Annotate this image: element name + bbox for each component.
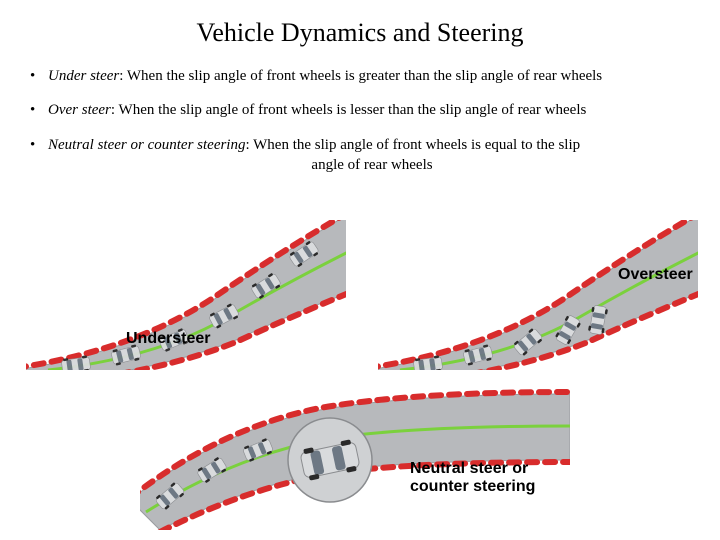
page-title: Vehicle Dynamics and Steering [24,18,696,48]
definitions-list: Under steer: When the slip angle of fron… [24,66,696,175]
bullet-oversteer: Over steer: When the slip angle of front… [30,100,696,120]
term-oversteer: Over steer [48,102,111,118]
diagram-area: Understeer [0,220,720,540]
diagram-oversteer: Oversteer [378,220,698,370]
neutral-svg [140,370,570,530]
bullet-understeer: Under steer: When the slip angle of fron… [30,66,696,86]
def-neutral-line1: : When the slip angle of front wheels is… [245,137,580,153]
diagram-understeer: Understeer [26,220,346,370]
slide: Vehicle Dynamics and Steering Under stee… [0,0,720,540]
caption-understeer: Understeer [126,330,210,348]
focus-circle [288,418,372,502]
diagram-neutral: Neutral steer or counter steering [140,370,570,530]
caption-neutral: Neutral steer or counter steering [410,460,540,497]
def-understeer: : When the slip angle of front wheels is… [119,68,602,84]
term-neutral: Neutral steer or counter steering [48,137,245,153]
caption-oversteer: Oversteer [618,266,693,284]
def-neutral-line2: angle of rear wheels [48,155,696,175]
term-understeer: Under steer [48,68,119,84]
oversteer-svg [378,220,698,370]
bullet-neutral: Neutral steer or counter steering: When … [30,135,696,176]
def-oversteer: : When the slip angle of front wheels is… [111,102,586,118]
